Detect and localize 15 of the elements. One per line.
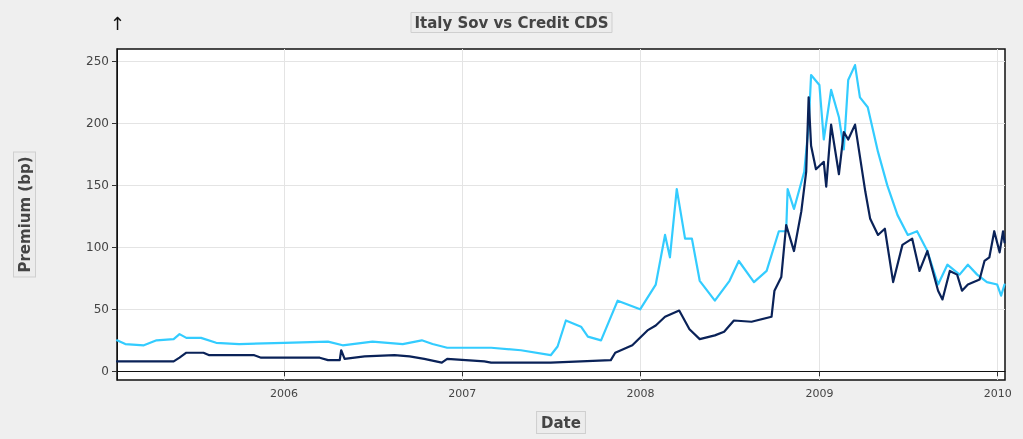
y-tick-label: 100 [86, 240, 109, 255]
y-tick-label: 250 [86, 54, 109, 69]
x-axis-title: Date [541, 413, 581, 432]
x-tick-label: 2009 [805, 387, 834, 400]
y-tick-label: 0 [101, 364, 109, 379]
chart-title: Italy Sov vs Credit CDS [414, 13, 609, 32]
y-tick-label: 150 [86, 178, 109, 193]
y-axis-title: Premium (bp) [15, 156, 34, 273]
x-tick-label: 2008 [626, 387, 655, 400]
y-tick-label: 50 [93, 302, 109, 317]
x-tick-label: 2006 [270, 387, 299, 400]
text: ↑ [110, 12, 126, 34]
y-tick-label: 200 [86, 116, 109, 131]
x-tick-label: 2010 [983, 387, 1012, 400]
x-tick-label: 2007 [448, 387, 477, 400]
